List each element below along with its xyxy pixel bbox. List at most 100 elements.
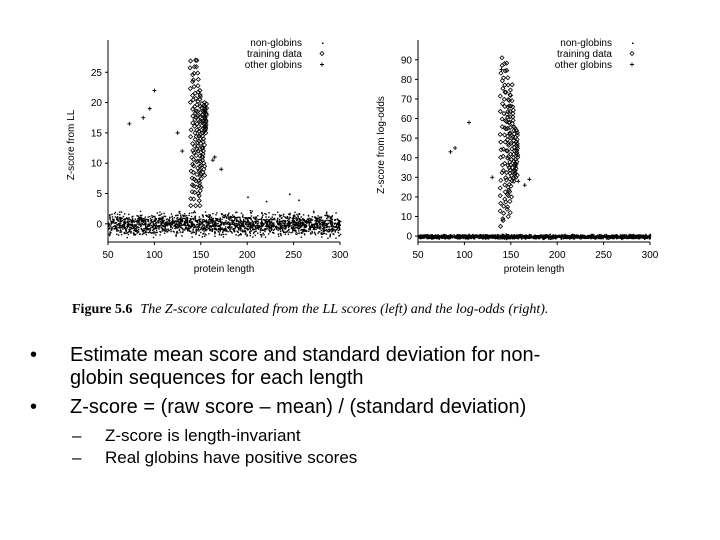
x-tick-label: 150 — [192, 250, 209, 261]
non-globin-point — [178, 228, 181, 230]
non-globin-point — [150, 227, 152, 229]
other-globin-point — [141, 115, 146, 120]
non-globin-point — [481, 236, 483, 239]
non-globin-point — [272, 213, 274, 216]
non-globin-point — [117, 218, 119, 220]
non-globin-point — [228, 226, 230, 229]
non-globin-point — [273, 222, 275, 224]
non-globin-point — [245, 227, 248, 229]
non-globin-point — [116, 230, 118, 232]
non-globin-point — [297, 217, 299, 220]
non-globin-point — [126, 223, 129, 226]
non-globin-point — [612, 236, 614, 238]
other-globin-point — [467, 120, 472, 125]
non-globin-point — [124, 222, 127, 224]
non-globin-point — [501, 233, 503, 236]
non-globin-point — [215, 227, 217, 230]
non-globin-point — [169, 216, 171, 218]
non-globin-point — [111, 226, 113, 229]
non-globin-point — [266, 224, 269, 226]
non-globin-point — [265, 213, 267, 216]
non-globin-point — [482, 236, 484, 238]
non-globin-point — [278, 214, 281, 216]
non-globin-point — [315, 222, 318, 224]
non-globin-point — [234, 216, 236, 219]
training-data-point — [190, 120, 196, 126]
non-globin-point — [219, 220, 221, 222]
non-globin-point — [121, 217, 123, 219]
non-globin-point — [443, 237, 445, 239]
non-globin-point — [298, 226, 300, 228]
non-globin-point — [178, 225, 180, 228]
non-globin-point — [469, 237, 471, 239]
non-globin-point — [427, 236, 430, 238]
non-globin-point — [496, 234, 499, 236]
non-globin-point — [336, 229, 338, 231]
non-globin-point — [146, 231, 148, 234]
non-globin-point — [181, 220, 184, 222]
non-globin-point — [276, 228, 278, 230]
y-tick-label: 10 — [401, 212, 413, 223]
non-globin-point — [194, 219, 197, 222]
non-globin-point — [301, 229, 304, 231]
non-globin-point — [296, 233, 298, 236]
non-globin-point — [448, 236, 451, 238]
non-globin-point — [290, 227, 293, 229]
non-globin-point — [127, 233, 130, 236]
non-globin-point — [172, 220, 174, 222]
non-globin-point — [338, 227, 341, 230]
non-globin-point — [278, 235, 280, 237]
non-globin-point — [139, 210, 142, 213]
non-globin-point — [284, 220, 286, 222]
non-globin-point — [426, 237, 428, 240]
non-globin-point — [122, 228, 124, 230]
non-globin-point — [198, 230, 200, 232]
non-globin-point — [211, 230, 213, 232]
non-globin-point — [179, 221, 182, 223]
non-globin-point — [120, 220, 123, 222]
figure-caption: Figure 5.6 The Z-score calculated from th… — [72, 302, 548, 318]
non-globin-point — [192, 218, 195, 221]
non-globin-point — [250, 215, 253, 217]
non-globin-point — [270, 221, 273, 223]
non-globin-point — [242, 223, 245, 225]
non-globin-point — [108, 223, 110, 226]
non-globin-point — [236, 219, 238, 221]
non-globin-point — [315, 220, 318, 222]
non-globin-point — [325, 212, 328, 215]
non-globin-point — [238, 222, 240, 224]
non-globin-point — [474, 234, 477, 236]
non-globin-point — [597, 237, 599, 239]
non-globin-point — [320, 219, 322, 221]
non-globin-point — [307, 215, 310, 217]
training-data-point — [187, 99, 193, 105]
non-globin-point — [322, 231, 324, 233]
legend-marker-diamond — [319, 50, 325, 57]
non-globin-point — [178, 220, 180, 223]
non-globin-point — [304, 228, 306, 231]
non-globin-point — [161, 228, 164, 231]
non-globin-point — [547, 235, 549, 237]
non-globin-point — [143, 229, 146, 232]
training-data-point — [501, 110, 507, 117]
non-globin-point — [438, 235, 441, 237]
non-globin-point — [188, 230, 191, 232]
non-globin-point — [496, 236, 498, 239]
non-globin-point — [549, 238, 552, 240]
non-globin-point — [235, 234, 237, 236]
non-globin-point — [181, 231, 183, 233]
non-globin-point — [503, 236, 505, 238]
non-globin-point — [326, 217, 328, 220]
non-globin-point — [119, 223, 121, 226]
non-globin-point — [453, 234, 455, 236]
non-globin-point — [523, 236, 525, 238]
training-data-point — [199, 145, 205, 151]
non-globin-point — [594, 238, 596, 240]
non-globin-point — [466, 236, 468, 238]
non-globin-point — [629, 234, 631, 237]
non-globin-point — [221, 218, 223, 221]
non-globin-point — [203, 227, 205, 229]
non-globin-point — [273, 217, 276, 220]
non-globin-point — [334, 231, 336, 233]
